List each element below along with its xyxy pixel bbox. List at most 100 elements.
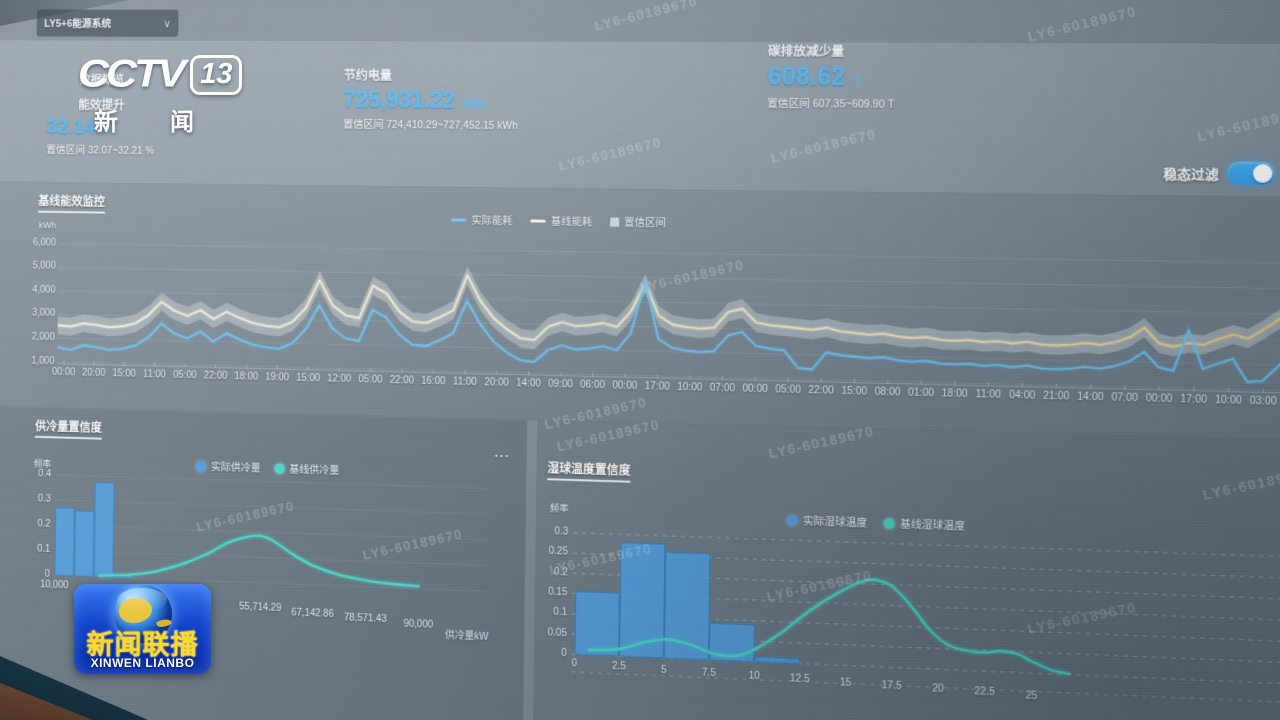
axis-label: 17:00	[644, 381, 670, 393]
steady-state-filter-toggle[interactable]	[1227, 161, 1275, 186]
histogram-bar	[664, 552, 710, 660]
axis-label: 0.25	[548, 546, 569, 558]
steady-state-filter-row: 稳态过滤	[1163, 161, 1275, 186]
axis-label: 0.2	[37, 518, 51, 530]
kpi-confidence-interval: 置信区间 32.07~32.21 %	[46, 144, 155, 158]
axis-label: 12:00	[327, 373, 352, 385]
axis-label: 07:00	[1111, 392, 1138, 405]
axis-label: 55,714.29	[239, 601, 282, 614]
axis-label: 7.5	[701, 667, 716, 680]
axis-label: 00:00	[742, 383, 768, 396]
axis-label: 18:00	[234, 371, 259, 383]
axis-label: 6,000	[32, 237, 57, 249]
axis-label: 03:00	[1249, 395, 1277, 408]
axis-label: 15:00	[841, 385, 868, 398]
axis-label: 2,000	[31, 331, 55, 343]
axis-label: 12.5	[789, 673, 810, 686]
axis-label: 06:00	[580, 379, 606, 392]
axis-label: 20	[932, 683, 944, 696]
axis-label: 09:00	[548, 378, 573, 391]
wetbulb-histogram-chart[interactable]	[569, 523, 1280, 704]
axis-label: 10,000	[40, 579, 69, 592]
axis-label: 4,000	[32, 284, 56, 296]
wetbulb-chart-title: 湿球温度置信度	[547, 459, 631, 483]
axis-label: 25	[1025, 689, 1038, 702]
histogram-bar	[575, 592, 619, 657]
axis-label: 1,000	[31, 355, 55, 367]
axis-label: 20:00	[82, 367, 106, 379]
histogram-bar	[755, 657, 800, 664]
histogram-bar	[55, 508, 75, 576]
energy-chart-legend: 实际能耗 基线能耗 置信区间	[450, 212, 666, 231]
legend-band-swatch	[610, 217, 620, 227]
axis-label: 01:00	[908, 387, 934, 400]
legend-item-actual-wetbulb[interactable]: 实际湿球温度	[786, 513, 868, 531]
legend-item-baseline-cooling[interactable]: 基线供冷量	[273, 461, 340, 478]
cctv-wordmark: CCTV	[78, 52, 186, 96]
axis-label: 0.1	[37, 543, 51, 555]
axis-label: 22:00	[389, 375, 414, 387]
legend-item-baseline-wetbulb[interactable]: 基线湿球温度	[883, 516, 966, 534]
axis-label: 00:00	[51, 366, 76, 379]
axis-label: 0	[561, 647, 567, 659]
kpi-energy-saved: 节约电量 725,931.22 kWh 置信区间 724,410.29~727,…	[343, 65, 519, 133]
axis-label: 00:00	[1145, 393, 1173, 406]
cctv13-logo: CCTV 13 新闻	[78, 50, 246, 137]
program-title-latin: XINWEN LIANBO	[90, 656, 195, 670]
more-menu-icon[interactable]: ⋯	[493, 447, 511, 466]
legend-item-actual-cooling[interactable]: 实际供冷量	[195, 459, 261, 476]
axis-label: 14:00	[1077, 391, 1104, 404]
axis-label: 15:00	[112, 368, 136, 380]
axis-label: 20:00	[484, 377, 509, 389]
axis-label: 16:00	[421, 375, 446, 388]
axis-label: 78,571.43	[343, 612, 387, 626]
axis-label: 0.3	[554, 526, 569, 538]
legend-dot-swatch	[273, 463, 285, 475]
steady-state-filter-label: 稳态过滤	[1163, 165, 1219, 182]
axis-label: 0	[571, 658, 578, 670]
axis-label: 05:00	[173, 369, 197, 382]
globe-icon	[113, 585, 172, 643]
cooling-chart-title: 供冷量置信度	[34, 417, 102, 440]
legend-item-baseline-energy[interactable]: 基线能耗	[530, 214, 592, 230]
axis-label: 19:00	[265, 372, 290, 384]
program-title: 新闻联播	[86, 630, 199, 660]
kpi-value: 608.62	[767, 62, 846, 92]
axis-label: 05:00	[358, 374, 383, 386]
axis-label: 供冷量kW	[445, 630, 489, 643]
legend-item-actual-energy[interactable]: 实际能耗	[450, 212, 513, 228]
axis-label: 05:00	[775, 384, 801, 396]
axis-label: 07:00	[709, 382, 735, 395]
xinwen-lianbo-badge: 新闻联播 XINWEN LIANBO	[74, 584, 211, 674]
screen-watermark: LY6-60189670	[557, 134, 664, 174]
legend-dot-swatch	[786, 514, 798, 527]
axis-label: 04:00	[1009, 389, 1036, 402]
legend-line-swatch	[530, 219, 546, 223]
kpi-label: 节约电量	[343, 68, 393, 83]
axis-label: 22:00	[808, 385, 834, 397]
axis-label: 22:00	[203, 370, 228, 382]
energy-line-chart[interactable]	[57, 234, 1280, 394]
axis-label: 11:00	[142, 369, 166, 381]
chevron-down-icon: ∨	[163, 17, 171, 30]
cooling-histogram-chart[interactable]	[52, 470, 501, 598]
axis-label: 90,000	[403, 618, 434, 631]
axis-label: 5	[660, 664, 667, 676]
kpi-confidence-interval: 置信区间 607.35~609.90 T	[767, 97, 895, 111]
axis-label: 3,000	[31, 308, 56, 320]
axis-label: kWh	[38, 220, 57, 232]
axis-label: 17:00	[1180, 393, 1208, 406]
axis-label: 00:00	[612, 380, 638, 392]
screen-watermark: LY6-60189670	[769, 126, 879, 166]
kpi-confidence-interval: 置信区间 724,410.29~727,452.15 kWh	[343, 118, 518, 132]
legend-line-swatch	[450, 218, 467, 222]
axis-label: 2.5	[611, 661, 626, 673]
energy-chart-title: 基线能效监控	[38, 192, 106, 214]
axis-label: 11:00	[975, 389, 1002, 401]
axis-label: 5,000	[32, 261, 56, 272]
histogram-bar	[74, 511, 94, 577]
legend-item-confidence-band[interactable]: 置信区间	[610, 215, 666, 231]
system-select-value: LY5+6能源系统	[44, 17, 112, 30]
axis-label: 14:00	[516, 378, 541, 390]
